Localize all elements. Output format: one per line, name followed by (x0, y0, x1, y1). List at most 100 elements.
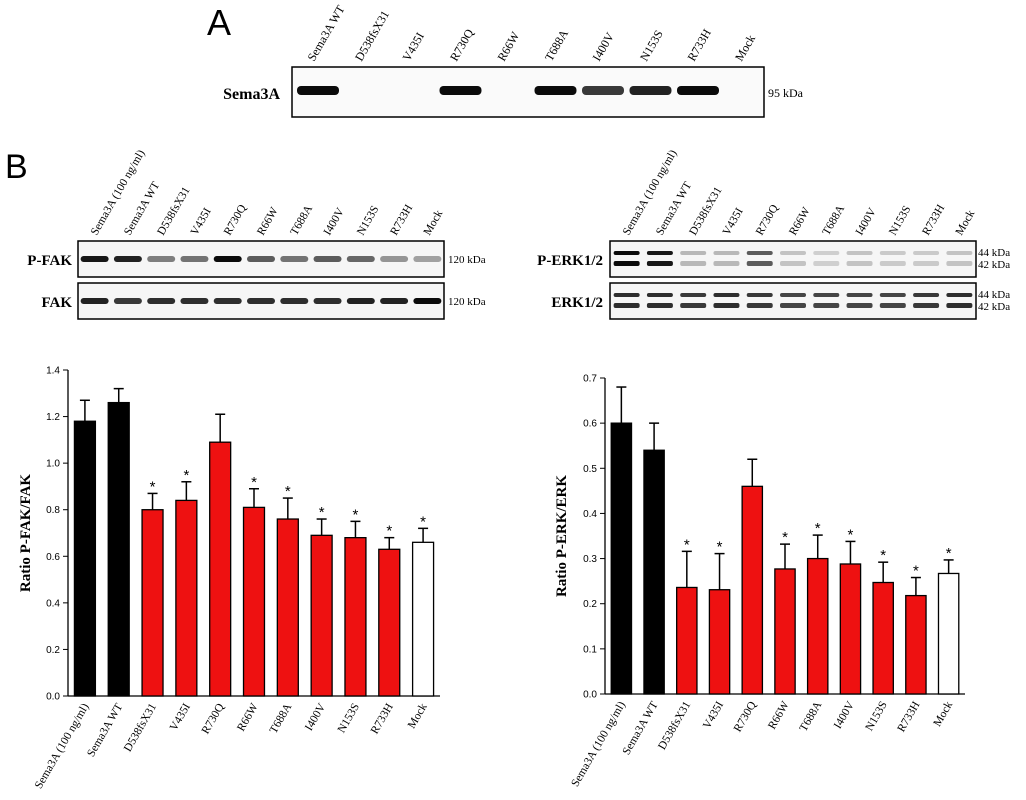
panel-b-lane-label: D538fsX31 (155, 185, 192, 238)
blot-band (746, 303, 773, 308)
blot-band (613, 303, 640, 308)
significance-marker: * (848, 526, 854, 543)
blot-row-label: P-ERK1/2 (537, 253, 603, 269)
blot-band (713, 251, 740, 255)
blot-band (913, 251, 940, 255)
x-category-label: N153S (336, 702, 362, 736)
blot-band (613, 261, 640, 266)
significance-marker: * (285, 483, 291, 500)
panel-b-left-lane-labels: Sema3A (100 ng/ml)Sema3A WTD538fsX31V435… (89, 148, 446, 238)
y-axis-label: Ratio P-FAK/FAK (18, 474, 34, 593)
x-category-label: R730Q (200, 701, 227, 736)
blot-band (380, 298, 409, 304)
blot-band (680, 293, 707, 297)
bar (141, 509, 164, 697)
blot-row-label: ERK1/2 (551, 295, 603, 311)
bar (676, 586, 698, 695)
y-tick-label: 1.4 (46, 366, 60, 377)
blot-band (713, 293, 740, 297)
y-tick-label: 0.6 (46, 552, 60, 563)
panel-a-lane-label: N153S (637, 28, 666, 64)
significance-marker: * (684, 536, 690, 553)
blot-band (213, 256, 242, 262)
blot-band (247, 298, 275, 304)
x-category-label: Mock (406, 701, 430, 730)
blot-band (680, 303, 707, 308)
blot-band (346, 298, 375, 304)
blot-band (113, 298, 142, 304)
panel-a-size-label: 95 kDa (768, 86, 804, 100)
blot-band (946, 251, 973, 255)
panel-a-lane-label: T688A (542, 27, 571, 64)
blot-band (346, 256, 375, 262)
blot-band (413, 256, 442, 262)
significance-marker: * (815, 520, 821, 537)
x-category-label: N153S (863, 700, 889, 734)
bar (610, 422, 633, 695)
blot-band (180, 256, 209, 262)
significance-marker: * (880, 547, 886, 564)
blot-band (313, 256, 342, 262)
significance-marker: * (251, 474, 257, 491)
panel-b-lane-label: T688A (288, 203, 315, 238)
x-category-label: D538fsX31 (122, 701, 159, 754)
x-category-label: Sema3A (100 ng/ml) (33, 701, 92, 791)
blot-band (147, 298, 176, 304)
blot-band (813, 251, 840, 255)
blot-band (247, 256, 275, 262)
blot-band (680, 261, 707, 266)
significance-marker: * (782, 529, 788, 546)
x-category-label: V435I (701, 699, 726, 731)
y-tick-label: 0.5 (583, 464, 597, 475)
blot-band (113, 256, 142, 262)
bar (872, 581, 894, 695)
y-tick-label: 0.4 (46, 598, 60, 609)
blot-band (746, 261, 773, 266)
panel-a-lane-labels: Sema3A WT D538fsX31 V435I R730Q R66W T688A I40… (304, 2, 758, 63)
blot-band (746, 251, 773, 255)
blot-band (946, 293, 973, 297)
panel-b-lane-label: R66W (787, 205, 812, 237)
blot-band (813, 261, 840, 266)
blot-band (80, 298, 109, 304)
blot-band (613, 251, 640, 255)
y-tick-label: 0.2 (46, 645, 60, 656)
blot-size-label: 44 kDa (978, 289, 1010, 301)
panel-b-lane-label: R733H (388, 203, 415, 238)
blot-band (80, 256, 109, 262)
blot-band (713, 261, 740, 266)
blot-a-band (677, 86, 719, 95)
panel-a-letter: A (207, 2, 231, 43)
panel-a-lane-label: D538fsX31 (352, 8, 392, 63)
bar (310, 534, 333, 697)
bar (276, 518, 299, 697)
blot-band (813, 303, 840, 308)
panel-a-lane-label: Mock (732, 32, 758, 63)
blot-size-label: 42 kDa (978, 259, 1010, 271)
bar (937, 572, 960, 695)
panel-b-lane-label: V435I (721, 206, 746, 238)
blot-size-label: 120 kDa (448, 296, 486, 308)
blot-band (780, 261, 806, 266)
bar (708, 589, 731, 695)
blot-band (380, 256, 409, 262)
bar (839, 563, 862, 695)
panel-b-lane-label: R733H (920, 203, 947, 238)
blot-band (280, 298, 309, 304)
blot-a-band (297, 86, 339, 95)
bar (209, 441, 232, 697)
blot-band (313, 298, 342, 304)
blot-band (613, 293, 640, 297)
y-tick-label: 0.0 (583, 690, 597, 701)
panel-b-lane-label: R66W (255, 205, 280, 237)
panel-a-lane-label: Sema3A WT (304, 2, 348, 63)
blot-band (913, 261, 940, 266)
panel-a-row-label: Sema3A (223, 86, 280, 103)
x-category-label: R66W (235, 701, 260, 733)
blot-band (879, 261, 906, 266)
blot-size-label: 44 kDa (978, 247, 1010, 259)
significance-marker: * (386, 523, 392, 540)
blot-band (879, 303, 906, 308)
blot-band (780, 303, 806, 308)
